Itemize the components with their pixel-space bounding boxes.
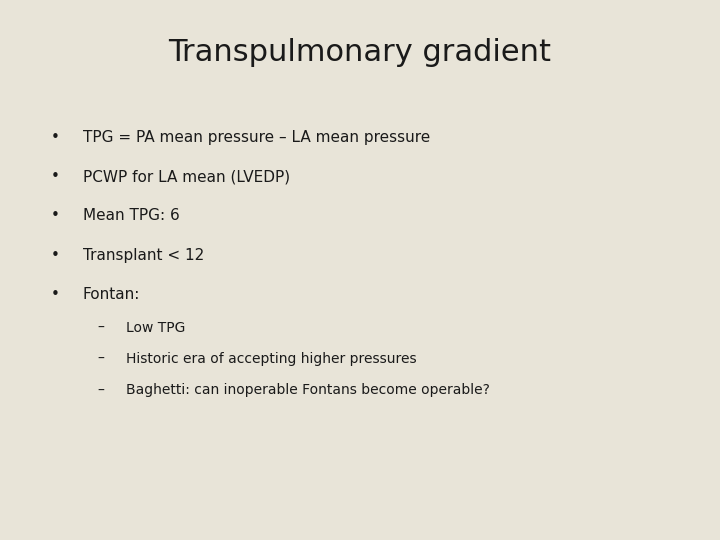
Text: Baghetti: can inoperable Fontans become operable?: Baghetti: can inoperable Fontans become … [126,383,490,397]
Text: Fontan:: Fontan: [83,287,140,302]
Text: •: • [50,248,59,263]
Text: Low TPG: Low TPG [126,321,185,335]
Text: PCWP for LA mean (LVEDP): PCWP for LA mean (LVEDP) [83,169,290,184]
Text: •: • [50,208,59,224]
Text: Transpulmonary gradient: Transpulmonary gradient [168,38,552,67]
Text: Historic era of accepting higher pressures: Historic era of accepting higher pressur… [126,352,417,366]
Text: TPG = PA mean pressure – LA mean pressure: TPG = PA mean pressure – LA mean pressur… [83,130,430,145]
Text: •: • [50,169,59,184]
Text: •: • [50,130,59,145]
Text: Transplant < 12: Transplant < 12 [83,248,204,263]
Text: –: – [97,352,104,366]
Text: •: • [50,287,59,302]
Text: Mean TPG: 6: Mean TPG: 6 [83,208,179,224]
Text: –: – [97,383,104,397]
Text: –: – [97,321,104,335]
